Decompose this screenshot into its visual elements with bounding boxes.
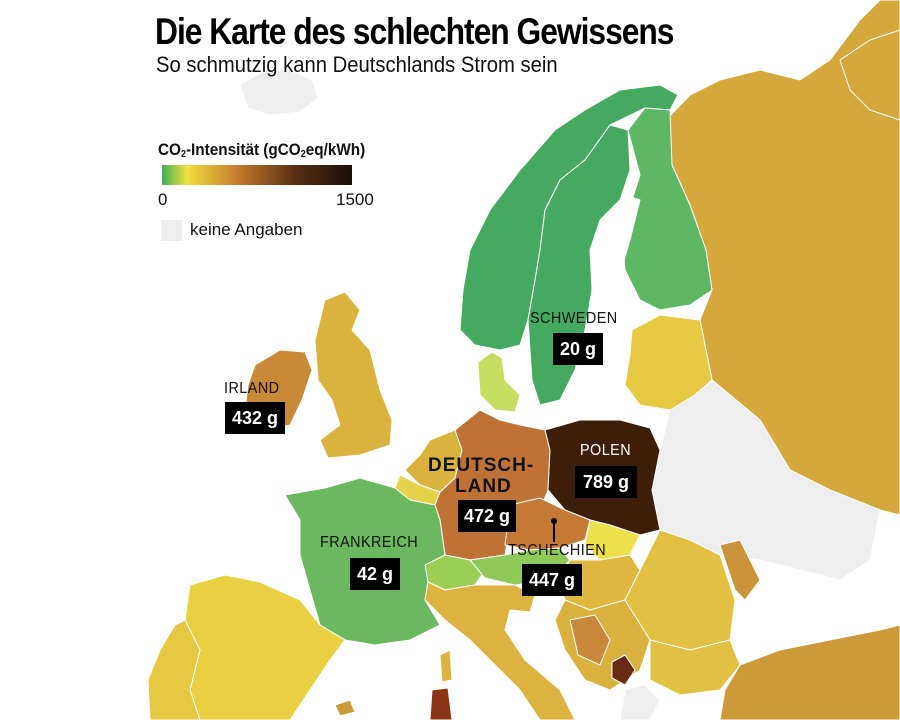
no-data-swatch (161, 220, 182, 241)
value-czechia: 447 g (522, 564, 582, 596)
value-germany: 472 g (458, 500, 516, 532)
label-germany-line1: DEUTSCH- (428, 455, 535, 476)
page-title: Die Karte des schlechten Gewissens (155, 11, 675, 52)
label-ireland: IRLAND (224, 380, 280, 397)
label-france: FRANKREICH (320, 534, 419, 551)
label-germany-line2: LAND (455, 476, 512, 497)
region-russia-north (839, 29, 900, 121)
value-poland: 789 g (575, 466, 637, 498)
region-uk (314, 291, 393, 459)
region-bulgaria (649, 639, 741, 696)
region-moldova (719, 539, 761, 601)
region-czechia (504, 497, 591, 551)
region-italy (424, 581, 576, 720)
region-denmark (477, 351, 521, 413)
czechia-leader-dot (551, 518, 557, 524)
label-sweden: SCHWEDEN (530, 310, 618, 327)
region-portugal (147, 619, 201, 720)
value-france: 42 g (350, 558, 400, 590)
region-balearics (334, 699, 356, 717)
legend-gradient-bar (162, 165, 352, 185)
value-ireland: 432 g (225, 402, 285, 434)
region-iceland (239, 69, 319, 116)
region-turkey (719, 624, 900, 720)
region-corsica (439, 649, 453, 683)
region-sardinia (429, 687, 453, 720)
label-poland: POLEN (580, 442, 632, 459)
czechia-leader-line (553, 522, 555, 542)
region-bosnia (569, 614, 611, 666)
label-czechia: TSCHECHIEN (508, 542, 607, 559)
legend-max-value: 1500 (336, 190, 374, 209)
no-data-label: keine Angaben (190, 220, 303, 239)
legend-title: CO2-Intensität (gCO2eq/kWh) (158, 140, 366, 160)
region-greece-nodata (619, 684, 661, 720)
region-kosovo (611, 654, 636, 686)
page-subtitle: So schmutzig kann Deutschlands Strom sei… (156, 52, 558, 77)
legend-min-value: 0 (158, 190, 168, 209)
value-sweden: 20 g (553, 333, 603, 365)
